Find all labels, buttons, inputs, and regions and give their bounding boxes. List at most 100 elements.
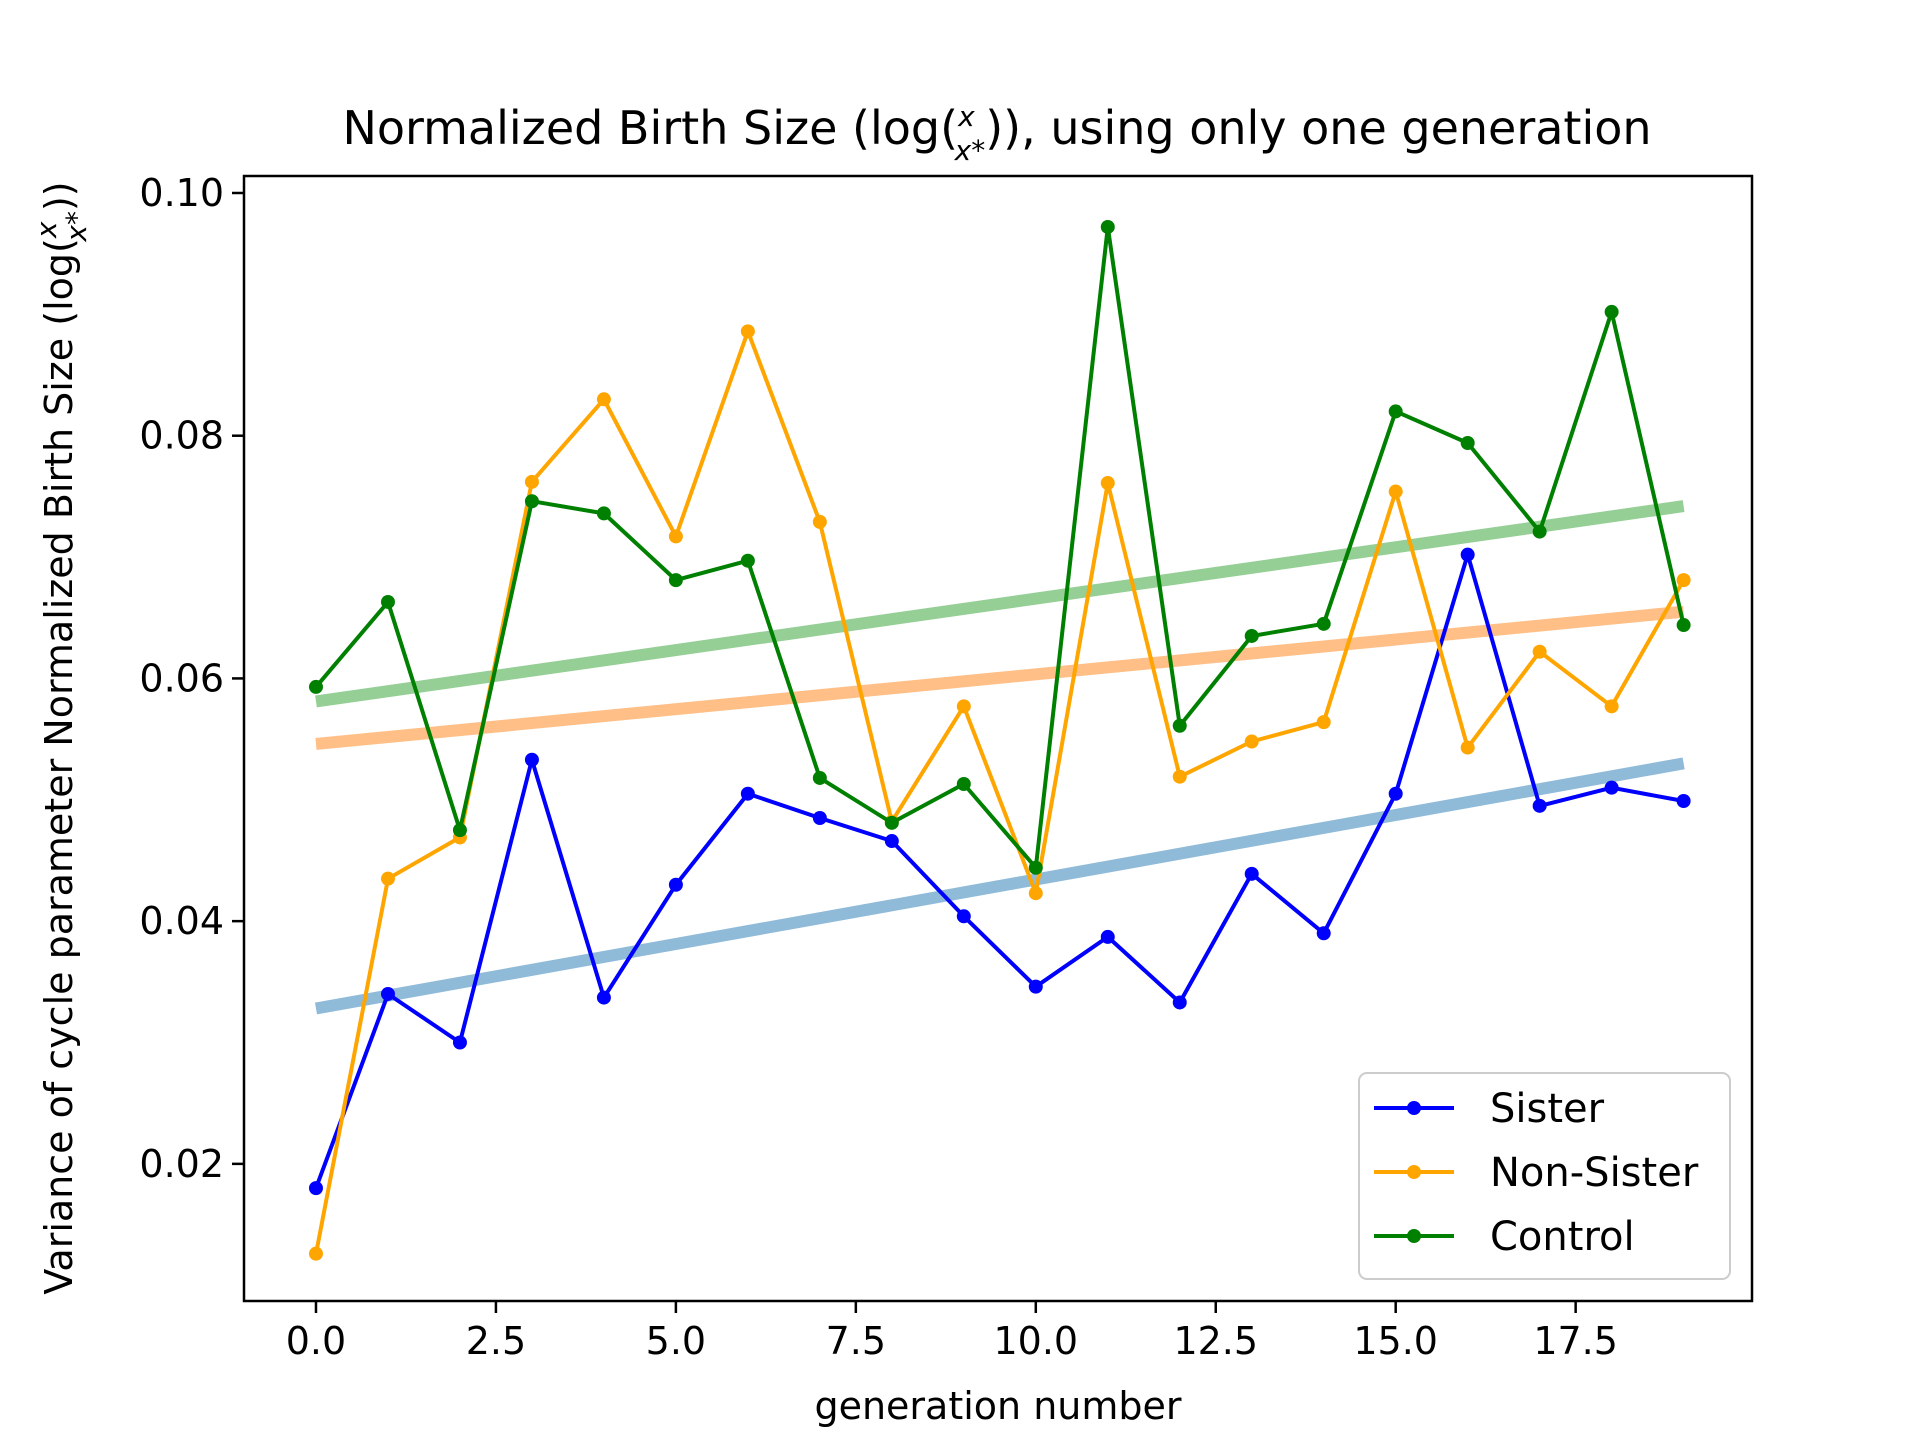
point-control-12 (1172, 718, 1187, 733)
x-tick-label: 15.0 (1353, 1319, 1438, 1363)
point-non-sister-13 (1244, 734, 1259, 749)
point-non-sister-0 (308, 1246, 323, 1261)
trend-line-sister (314, 757, 1685, 1015)
legend-marker-control (1407, 1229, 1421, 1243)
x-tick-label: 17.5 (1533, 1319, 1618, 1363)
point-sister-4 (596, 990, 611, 1005)
series-lines (308, 219, 1691, 1261)
point-sister-12 (1172, 995, 1187, 1010)
point-sister-1 (380, 986, 395, 1001)
y-axis-label-frac-den: x* (60, 211, 93, 243)
point-sister-14 (1316, 926, 1331, 941)
point-non-sister-11 (1100, 476, 1115, 491)
point-non-sister-5 (668, 529, 683, 544)
point-control-3 (524, 494, 539, 509)
point-control-8 (884, 815, 899, 830)
point-non-sister-4 (596, 392, 611, 407)
x-tick-label: 7.5 (826, 1319, 886, 1363)
point-non-sister-3 (524, 474, 539, 489)
point-control-18 (1604, 304, 1619, 319)
point-sister-2 (452, 1035, 467, 1050)
legend-marker-sister (1407, 1101, 1421, 1115)
point-sister-16 (1460, 547, 1475, 562)
point-control-13 (1244, 628, 1259, 643)
point-control-15 (1388, 404, 1403, 419)
point-sister-8 (884, 834, 899, 849)
chart-title-suffix: )), using only one generation (985, 101, 1651, 155)
y-axis-ticks: 0.02 0.04 0.06 0.08 0.10 (139, 171, 244, 1186)
legend-label-non-sister: Non-Sister (1490, 1150, 1699, 1196)
point-sister-17 (1532, 798, 1547, 813)
x-tick-label: 10.0 (993, 1319, 1078, 1363)
legend-label-sister: Sister (1490, 1086, 1605, 1132)
series-line-control (314, 225, 1686, 870)
point-control-0 (308, 679, 323, 694)
series-line-non-sister (314, 329, 1686, 1255)
y-tick-label: 0.06 (139, 656, 224, 700)
y-tick-label: 0.08 (139, 414, 224, 458)
series-line-sister (314, 552, 1684, 1189)
legend-marker-non-sister (1407, 1165, 1421, 1179)
point-sister-5 (668, 877, 683, 892)
point-control-14 (1316, 616, 1331, 631)
point-non-sister-18 (1604, 699, 1619, 714)
x-tick-label: 2.5 (466, 1319, 526, 1363)
point-non-sister-10 (1028, 886, 1043, 901)
point-control-4 (596, 506, 611, 521)
point-non-sister-6 (740, 324, 755, 339)
legend: Sister Non-Sister Control (1358, 1072, 1731, 1280)
point-control-11 (1100, 219, 1115, 234)
point-non-sister-15 (1388, 484, 1403, 499)
point-sister-13 (1244, 866, 1259, 881)
point-non-sister-19 (1676, 573, 1691, 588)
y-axis-label-suffix: )) (37, 181, 81, 211)
point-sister-19 (1676, 794, 1691, 808)
legend-box (1358, 1072, 1731, 1280)
point-control-10 (1028, 860, 1043, 875)
chart-title-frac-num: x (957, 100, 975, 133)
chart-title-frac-den: x* (954, 134, 986, 167)
x-tick-label: 12.5 (1173, 1319, 1258, 1363)
point-sister-18 (1604, 780, 1619, 795)
point-sister-6 (740, 786, 755, 801)
y-tick-label: 0.04 (139, 899, 224, 943)
chart-title: Normalized Birth Size (log(x x*)), using … (342, 100, 1651, 167)
chart-title-prefix: Normalized Birth Size (log( (342, 101, 958, 155)
point-non-sister-17 (1532, 644, 1547, 659)
x-tick-label: 5.0 (646, 1319, 706, 1363)
point-non-sister-7 (812, 514, 827, 529)
point-control-19 (1676, 618, 1691, 633)
y-axis-label-prefix: Variance of cycle parameter Normalized B… (37, 238, 81, 1294)
legend-label-control: Control (1490, 1214, 1635, 1260)
y-tick-label: 0.10 (139, 171, 224, 215)
point-sister-11 (1100, 929, 1115, 944)
axes-frame (242, 174, 1754, 1303)
point-non-sister-12 (1172, 769, 1187, 784)
point-sister-3 (524, 752, 539, 767)
point-sister-15 (1388, 786, 1403, 801)
point-control-5 (668, 573, 683, 588)
point-control-16 (1460, 435, 1475, 450)
x-tick-label: 0.0 (286, 1319, 346, 1363)
point-control-1 (380, 594, 395, 609)
point-sister-0 (308, 1181, 323, 1196)
trend-line-non-sister (315, 605, 1685, 750)
point-non-sister-16 (1460, 740, 1475, 755)
point-control-6 (740, 553, 755, 568)
point-control-7 (812, 770, 827, 785)
point-control-2 (452, 823, 467, 838)
y-axis-label: Variance of cycle parameter Normalized B… (30, 181, 93, 1294)
point-non-sister-1 (380, 871, 395, 886)
x-axis-ticks: 0.0 2.5 5.0 7.5 10.0 12.5 15.0 17.5 (286, 1301, 1618, 1363)
point-non-sister-9 (956, 699, 971, 714)
trend-line-control (315, 500, 1685, 708)
point-sister-10 (1028, 979, 1043, 994)
y-tick-label: 0.02 (139, 1142, 224, 1186)
point-sister-7 (812, 810, 827, 825)
point-non-sister-14 (1316, 715, 1331, 730)
point-sister-9 (956, 909, 971, 924)
trend-lines (314, 500, 1685, 1015)
point-control-17 (1532, 524, 1547, 539)
y-axis-label-frac-num: x (30, 221, 63, 239)
